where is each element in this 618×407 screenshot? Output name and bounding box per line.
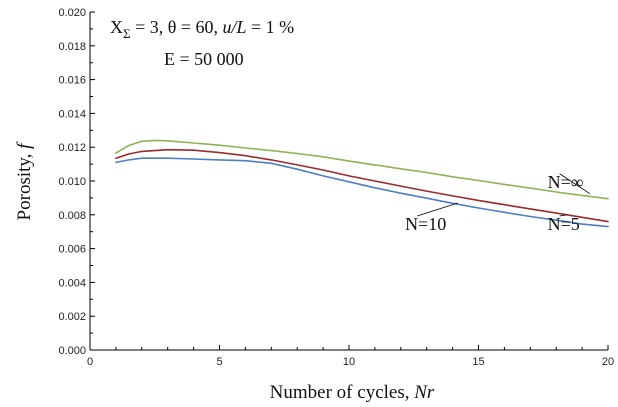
y-tick-label: 0.008	[58, 210, 86, 222]
y-tick-label: 0.016	[58, 75, 86, 87]
series-label: N=5	[548, 214, 580, 234]
y-tick-label: 0.002	[58, 311, 86, 323]
series-line-n	[115, 139, 609, 200]
x-tick-label: 5	[216, 356, 222, 368]
series-line-n5	[115, 148, 609, 223]
parameter-annotation-line1: XΣ = 3, θ = 60, u/L = 1 %	[110, 17, 294, 41]
parameter-annotation-line2: E = 50 000	[164, 49, 244, 69]
y-tick-label: 0.010	[58, 176, 86, 188]
y-tick-label: 0.020	[58, 7, 86, 19]
x-tick-label: 20	[602, 356, 614, 368]
leader-line	[559, 214, 567, 217]
annotation-x: X	[110, 17, 123, 37]
y-axis-title: Porosity, f	[14, 141, 35, 221]
y-tick-label: 0.018	[58, 41, 86, 53]
x-axis-title: Number of cycles, Nr	[270, 382, 435, 403]
annotation-sigma-subscript: Σ	[123, 26, 131, 41]
annotation-percent: = 1 %	[247, 17, 295, 37]
leader-line	[417, 202, 458, 217]
y-tick-label: 0.006	[58, 244, 86, 256]
annotation-ul: u/L	[223, 17, 247, 37]
series-lines	[115, 139, 609, 228]
x-tick-label: 10	[343, 356, 355, 368]
series-labels: N=∞ N=10 N=5	[405, 172, 591, 234]
series-line-n10	[115, 157, 609, 228]
annotation-params: = 3, θ = 60,	[131, 17, 223, 37]
y-tick-label: 0.012	[58, 142, 86, 154]
y-tick-label: 0.004	[58, 277, 86, 289]
x-tick-label: 0	[87, 356, 93, 368]
axes: 0.000 0.002 0.004 0.006 0.008 0.010 0.012 0.014…	[58, 7, 614, 368]
y-tick-label: 0.000	[58, 345, 86, 357]
series-label: N=10	[405, 214, 446, 234]
series-label: N=∞	[548, 172, 584, 192]
y-tick-label: 0.014	[58, 108, 86, 120]
x-tick-label: 15	[472, 356, 484, 368]
leader-line	[559, 173, 591, 195]
